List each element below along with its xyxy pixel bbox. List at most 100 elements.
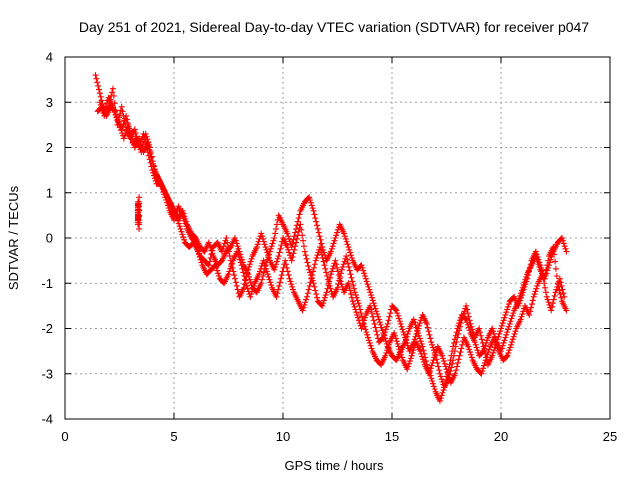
x-tick-label: 10 [276, 429, 290, 444]
data-point [179, 231, 186, 238]
data-point [556, 287, 563, 294]
data-point [133, 133, 140, 140]
data-point [158, 183, 165, 190]
data-point [258, 280, 265, 287]
data-point [450, 357, 457, 364]
data-point [145, 152, 152, 159]
data-point [427, 335, 434, 342]
data-point [468, 323, 475, 330]
data-point [351, 303, 358, 310]
data-point [274, 255, 281, 262]
data-point [273, 221, 280, 228]
data-point [385, 341, 392, 348]
data-point [300, 304, 307, 311]
data-point [361, 273, 368, 280]
data-point [376, 319, 383, 326]
data-point [468, 354, 475, 361]
data-point [545, 257, 552, 264]
data-point [165, 205, 172, 212]
data-point [123, 116, 130, 123]
data-point [265, 273, 272, 280]
data-point [492, 341, 499, 348]
data-point [205, 262, 212, 269]
data-point [278, 272, 285, 279]
y-tick-label: -4 [41, 412, 53, 427]
data-point [347, 287, 354, 294]
data-point [219, 245, 226, 252]
data-point [244, 285, 251, 292]
data-point [326, 278, 333, 285]
data-point [499, 320, 506, 327]
data-point [174, 217, 181, 224]
data-point [364, 331, 371, 338]
data-point [136, 203, 143, 210]
data-point [454, 359, 461, 366]
data-point [399, 326, 406, 333]
data-point [234, 286, 241, 293]
data-point [505, 323, 512, 330]
data-point [415, 325, 422, 332]
data-point [456, 327, 463, 334]
data-point [563, 248, 570, 255]
data-point [221, 240, 228, 247]
data-point [368, 294, 375, 301]
data-point [343, 238, 350, 245]
data-point [526, 311, 533, 318]
data-point [425, 328, 432, 335]
data-point [233, 240, 240, 247]
data-point [518, 294, 525, 301]
data-point [355, 317, 362, 324]
data-point [550, 296, 557, 303]
data-point [225, 271, 232, 278]
data-point [454, 334, 461, 341]
data-point [459, 313, 466, 320]
data-point [138, 149, 145, 156]
data-point [375, 313, 382, 320]
data-point [136, 194, 143, 201]
data-point [206, 242, 213, 249]
data-point [482, 350, 489, 357]
data-point [317, 244, 324, 251]
data-point [419, 356, 426, 363]
data-point [489, 352, 496, 359]
data-point [294, 218, 301, 225]
data-point [131, 126, 138, 133]
data-point [435, 363, 442, 370]
data-point [302, 299, 309, 306]
data-point [259, 235, 266, 242]
data-point [136, 144, 143, 151]
x-tick-label: 0 [61, 429, 68, 444]
data-point [351, 285, 358, 292]
data-point [382, 352, 389, 359]
data-point [495, 333, 502, 340]
data-point [348, 274, 355, 281]
data-point [530, 293, 537, 300]
data-point [94, 79, 101, 86]
data-point [193, 242, 200, 249]
data-point [434, 359, 441, 366]
data-point [552, 258, 559, 265]
data-point [358, 262, 365, 269]
data-point [519, 311, 526, 318]
data-point [529, 297, 536, 304]
data-point [95, 82, 102, 89]
data-point [218, 248, 225, 255]
data-point [541, 275, 548, 282]
data-point [535, 256, 542, 263]
data-point [96, 86, 103, 93]
data-point [478, 370, 485, 377]
data-point [486, 346, 493, 353]
data-point [537, 262, 544, 269]
data-point [365, 337, 372, 344]
data-point [360, 320, 367, 327]
data-point [256, 268, 263, 275]
data-point [176, 223, 183, 230]
data-point [303, 293, 310, 300]
data-point [361, 314, 368, 321]
data-point [213, 264, 220, 271]
data-point [525, 272, 532, 279]
data-point [97, 101, 104, 108]
data-point [452, 370, 459, 377]
data-point [341, 230, 348, 237]
data-point [120, 135, 127, 142]
